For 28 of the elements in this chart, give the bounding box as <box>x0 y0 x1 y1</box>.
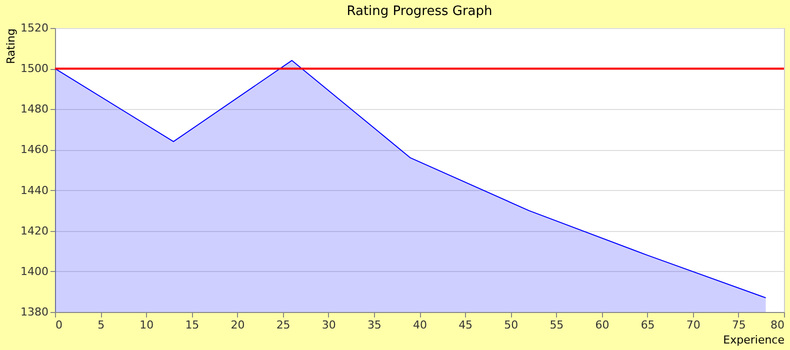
y-tick-label: 1380 <box>20 306 48 318</box>
x-axis-title: Experience <box>723 334 785 346</box>
y-tick-label: 1420 <box>20 224 48 238</box>
chart-title: Rating Progress Graph <box>346 4 492 19</box>
y-tick-label: 1500 <box>20 62 48 76</box>
x-tick-label: 0 <box>56 318 62 332</box>
x-tick-label: 25 <box>276 318 290 332</box>
x-tick-label: 40 <box>413 318 427 332</box>
x-tick-label: 55 <box>550 318 564 332</box>
x-tick-label: 5 <box>98 318 105 332</box>
y-tick-label: 1520 <box>20 22 48 34</box>
x-tick-label: 50 <box>504 318 518 332</box>
x-tick-label: 75 <box>732 318 746 332</box>
x-tick-label: 65 <box>640 318 655 332</box>
y-tick-label: 1480 <box>20 102 48 116</box>
x-tick-label: 60 <box>595 318 610 332</box>
x-tick-label: 35 <box>367 318 382 332</box>
x-tick-label: 45 <box>458 318 473 332</box>
x-tick-label: 10 <box>140 318 154 332</box>
x-tick-label: 30 <box>322 318 336 332</box>
x-tick-label: 15 <box>185 318 200 332</box>
y-tick-label: 1440 <box>20 184 48 197</box>
y-axis-title: Rating <box>4 28 18 64</box>
x-tick-label: 20 <box>230 318 245 332</box>
x-tick-label: 70 <box>686 318 700 332</box>
y-tick-label: 1460 <box>20 143 48 156</box>
y-tick-label: 1400 <box>20 264 48 278</box>
x-tick-label: 80 <box>770 318 784 332</box>
